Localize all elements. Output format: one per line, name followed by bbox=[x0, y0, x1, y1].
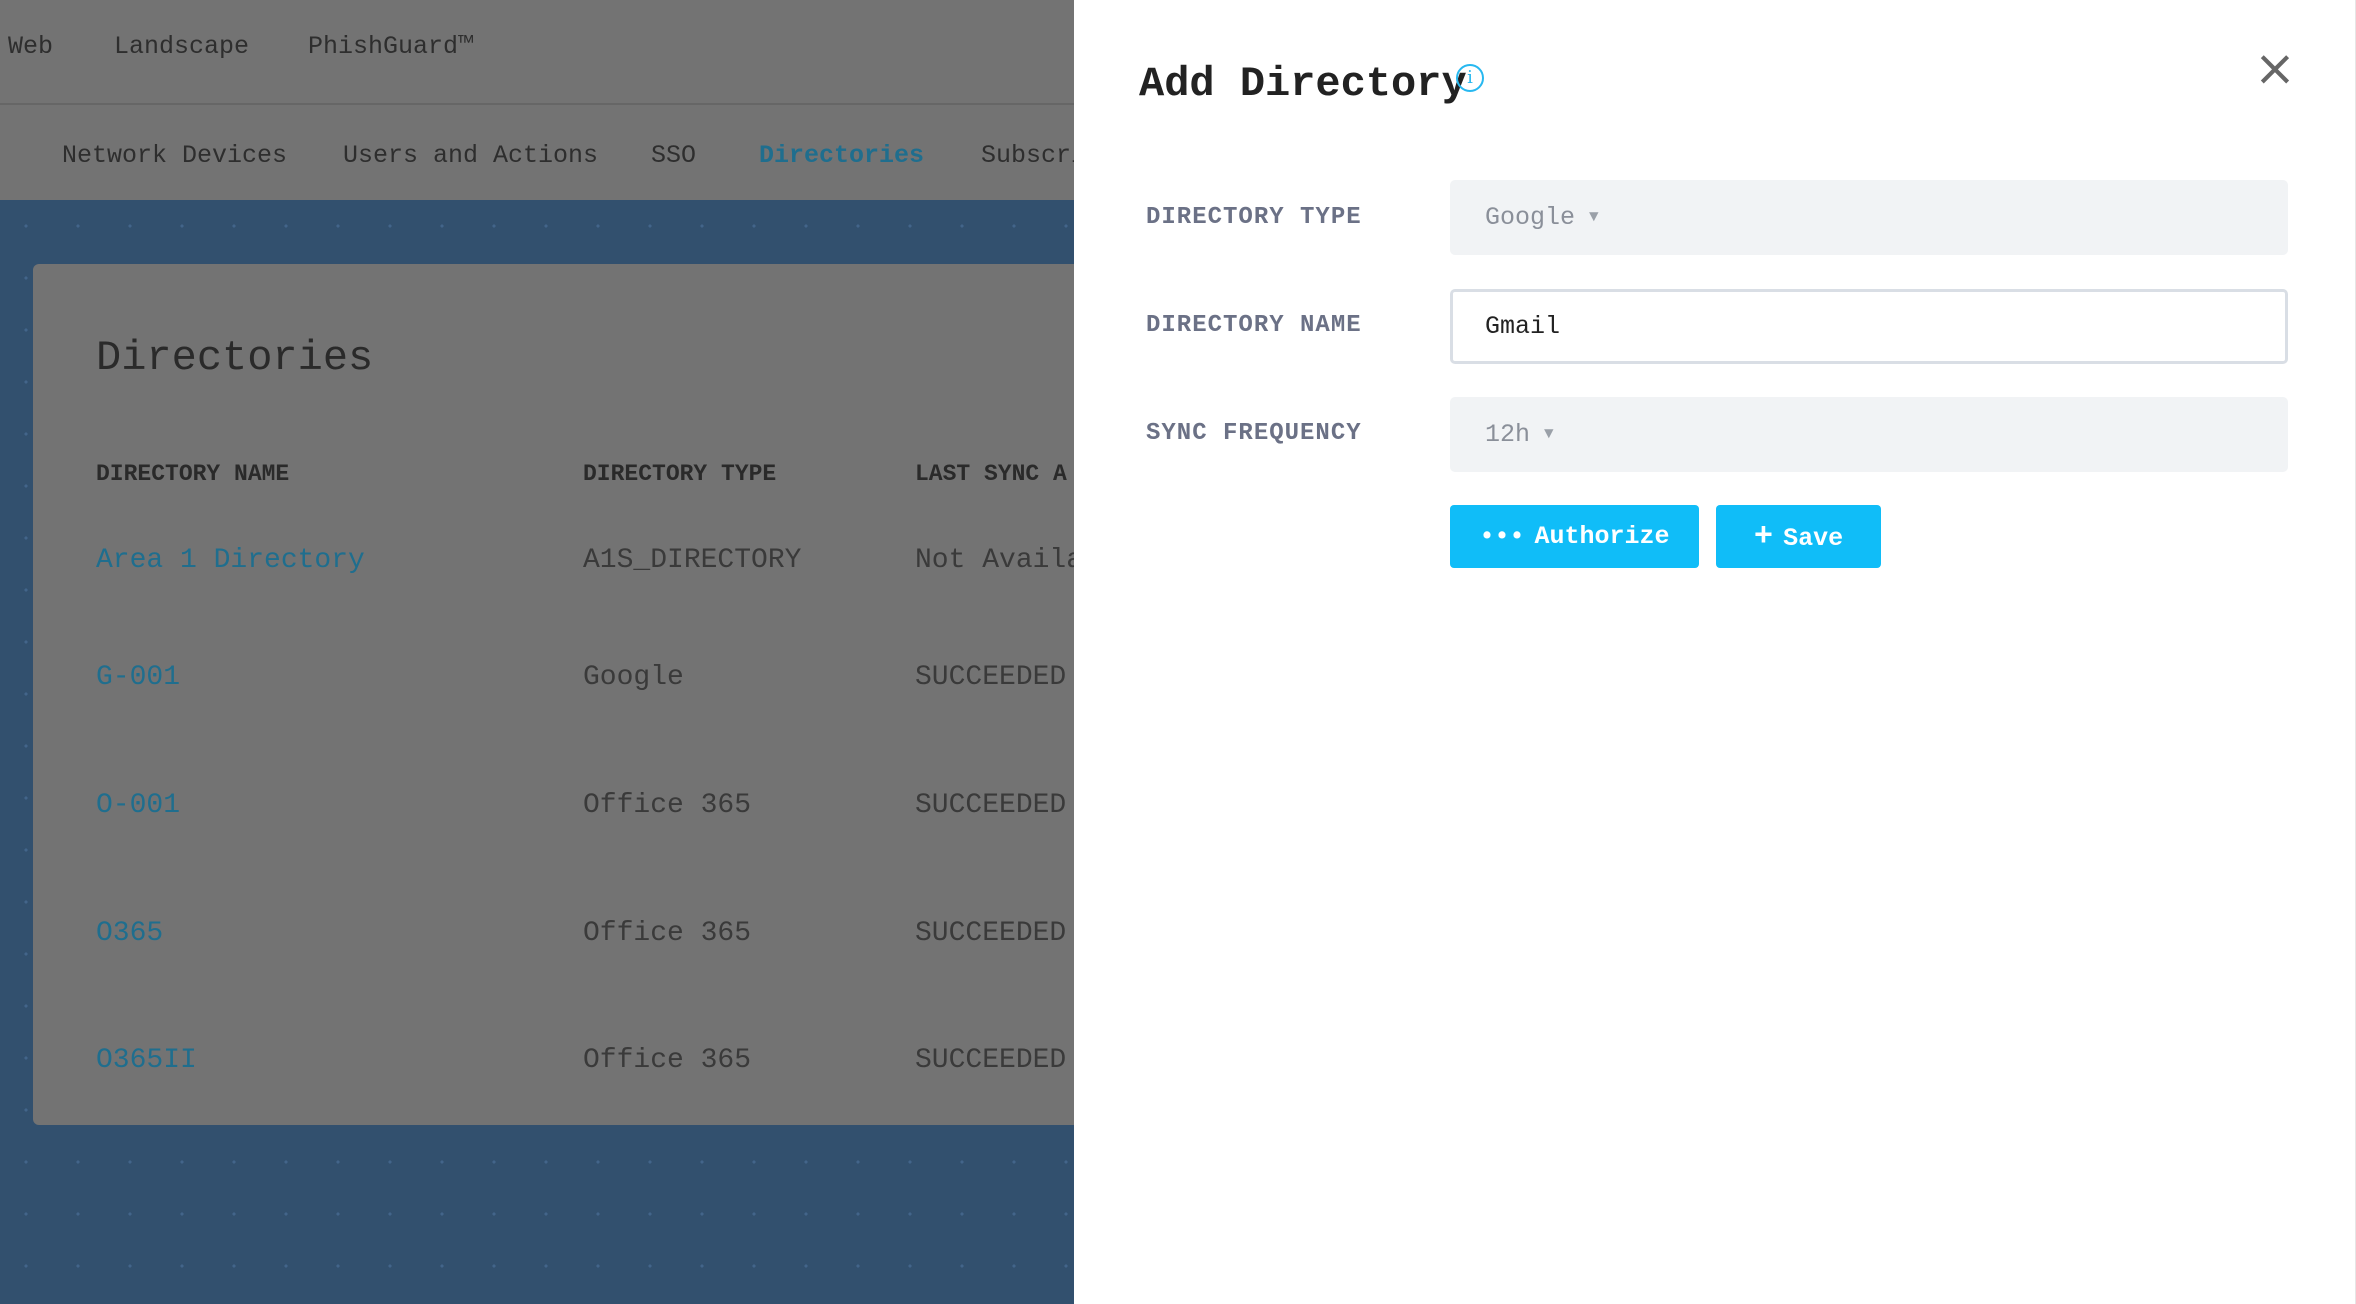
column-header-name: DIRECTORY NAME bbox=[96, 461, 290, 487]
directory-type-select[interactable]: Google ▼ bbox=[1450, 180, 2288, 255]
tab-sso[interactable]: SSO bbox=[651, 141, 697, 170]
add-directory-panel: Add Directory i × DIRECTORY TYPE Google ▼… bbox=[1074, 0, 2356, 1304]
directory-name-input[interactable]: Gmail bbox=[1450, 289, 2288, 364]
more-dots-icon: ••• bbox=[1479, 522, 1525, 551]
tab-bar: Network Devices Users and Actions SSO Di… bbox=[0, 105, 1074, 205]
save-button[interactable]: + Save bbox=[1716, 505, 1881, 568]
directory-name-link[interactable]: O365 bbox=[96, 918, 164, 949]
directory-type: Google bbox=[583, 662, 684, 693]
close-icon[interactable]: × bbox=[2254, 39, 2296, 97]
panel-title: Add Directory bbox=[1139, 60, 1467, 108]
authorize-button[interactable]: ••• Authorize bbox=[1450, 505, 1699, 568]
last-sync: SUCCEEDED bbox=[915, 662, 1067, 693]
sync-frequency-value: 12h bbox=[1485, 420, 1531, 449]
caret-down-icon: ▼ bbox=[1589, 208, 1599, 226]
last-sync: Not Availa bbox=[915, 545, 1074, 576]
top-nav: Web Landscape PhishGuard™ bbox=[0, 0, 1074, 105]
last-sync: SUCCEEDED bbox=[915, 918, 1067, 949]
tab-subscriptions[interactable]: Subscri bbox=[981, 141, 1074, 170]
last-sync: SUCCEEDED bbox=[915, 790, 1067, 821]
save-label: Save bbox=[1783, 524, 1844, 553]
sync-frequency-label: SYNC FREQUENCY bbox=[1146, 420, 1362, 447]
tab-directories[interactable]: Directories bbox=[759, 141, 925, 205]
nav-web[interactable]: Web bbox=[8, 32, 54, 61]
last-sync: SUCCEEDED bbox=[915, 1045, 1067, 1076]
directory-type: Office 365 bbox=[583, 1045, 752, 1076]
modal-backdrop[interactable]: Web Landscape PhishGuard™ Network Device… bbox=[0, 0, 1074, 1304]
authorize-label: Authorize bbox=[1534, 522, 1670, 551]
directory-name-link[interactable]: G-001 bbox=[96, 662, 181, 693]
directory-name-link[interactable]: O365II bbox=[96, 1045, 197, 1076]
sync-frequency-select[interactable]: 12h ▼ bbox=[1450, 397, 2288, 472]
column-header-type: DIRECTORY TYPE bbox=[583, 461, 777, 487]
directory-name-link[interactable]: Area 1 Directory bbox=[96, 545, 365, 576]
directory-type: A1S_DIRECTORY bbox=[583, 545, 802, 576]
nav-landscape[interactable]: Landscape bbox=[114, 32, 250, 61]
directory-type: Office 365 bbox=[583, 790, 752, 821]
directory-type: Office 365 bbox=[583, 918, 752, 949]
directory-name-link[interactable]: O-001 bbox=[96, 790, 181, 821]
info-icon[interactable]: i bbox=[1456, 64, 1484, 92]
directory-type-value: Google bbox=[1485, 203, 1576, 232]
plus-icon: + bbox=[1753, 518, 1774, 555]
nav-phishguard[interactable]: PhishGuard™ bbox=[308, 32, 474, 61]
directory-name-label: DIRECTORY NAME bbox=[1146, 312, 1362, 339]
column-header-last-sync: LAST SYNC A bbox=[915, 461, 1067, 487]
directories-card: Directories DIRECTORY NAME DIRECTORY TYP… bbox=[33, 264, 1074, 1125]
tab-users-and-actions[interactable]: Users and Actions bbox=[343, 141, 599, 170]
caret-down-icon: ▼ bbox=[1544, 425, 1554, 443]
card-title: Directories bbox=[96, 334, 374, 382]
directory-type-label: DIRECTORY TYPE bbox=[1146, 204, 1362, 231]
tab-network-devices[interactable]: Network Devices bbox=[62, 141, 288, 170]
